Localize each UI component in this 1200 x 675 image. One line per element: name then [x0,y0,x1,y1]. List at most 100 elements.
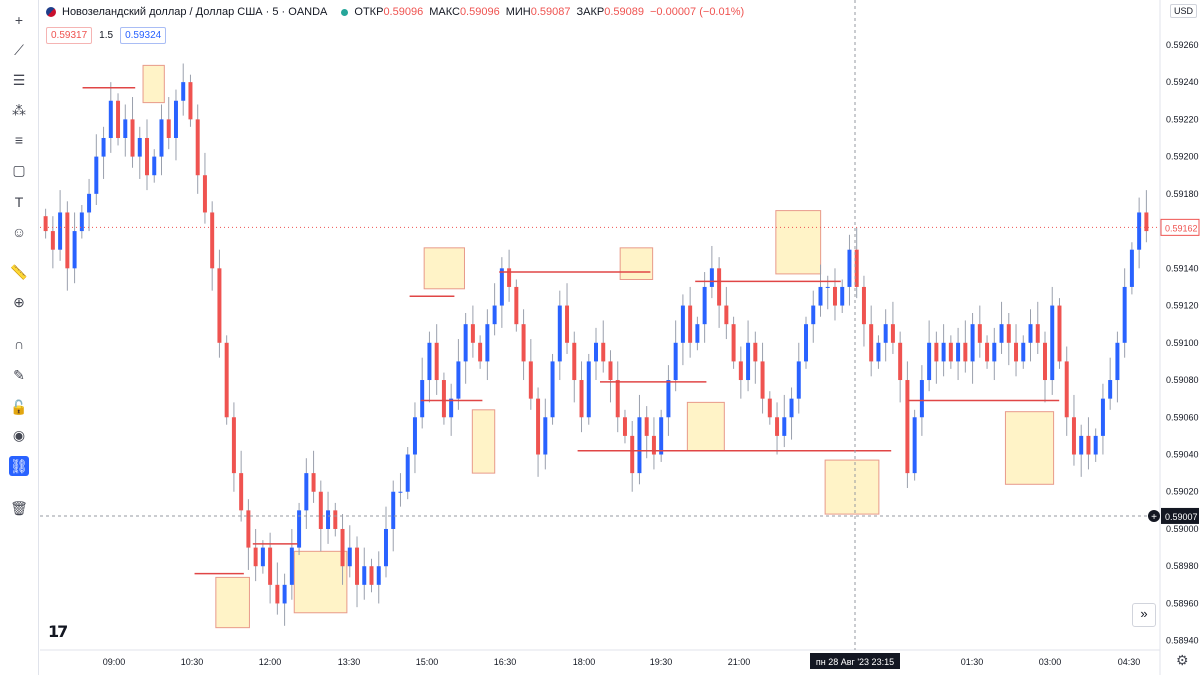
candle-body [651,435,656,455]
pattern-icon[interactable]: ⁂ [12,101,26,118]
candle-body [586,361,591,418]
candle-body [1122,286,1127,343]
candle-body [615,380,620,418]
crosshair-price-label: 0.59007 [1165,512,1198,522]
candle-body [934,342,939,362]
rectangle-icon[interactable]: ▢ [12,161,26,178]
candle-body [210,212,215,269]
candle-body [1115,342,1120,381]
currency-button[interactable]: USD [1170,4,1198,18]
crosshair-icon[interactable]: + [14,12,24,28]
trend-line-icon[interactable]: ⟋ [14,41,24,58]
candle-body [746,342,751,381]
buy-button[interactable]: 0.59324 [120,27,167,44]
candle-body [405,454,410,492]
candle-body [1100,398,1105,436]
emoji-icon[interactable]: ☺ [11,224,27,240]
candle-body [912,417,917,474]
current-price-box [1160,218,1200,236]
price-tick-label: 0.59180 [1166,189,1199,199]
drawing-toolbar: + ⟋ ☰ ⁂ ≡ ▢ T ☺ 📏 ⊕ ∩ ✎ 🔓 ◉ ⛓ 🗑 [0,0,39,675]
candle-body [304,473,309,511]
price-tick-label: 0.59260 [1166,40,1199,50]
candle-body [1057,305,1062,362]
candle-body [847,249,852,287]
high-label: МАКС [429,6,460,18]
brush-icon[interactable]: ✎ [13,366,25,383]
sell-button[interactable]: 0.59317 [46,27,93,44]
candle-body [1028,324,1033,343]
candle-body [239,473,244,511]
scroll-to-realtime-button[interactable]: » [1132,603,1156,627]
close-label: ЗАКР [576,6,605,18]
candle-body [963,342,968,362]
time-tick-label: 21:00 [728,657,751,667]
candle-body [166,119,171,138]
crosshair-time-label: пн 28 Авг '23 23:15 [816,657,894,667]
candle-body [224,342,229,418]
candle-body [1043,342,1047,381]
time-tick-label: 13:30 [338,657,361,667]
candle-body [731,324,736,362]
candle-body [702,286,707,325]
price-tick-label: 0.59080 [1166,375,1199,385]
candle-body [507,268,512,287]
time-tick-label: 18:00 [573,657,596,667]
price-tick-label: 0.58960 [1166,598,1199,608]
candle-body [478,342,483,362]
candle-body [804,324,809,362]
eye-icon[interactable]: ◉ [12,426,26,443]
candle-body [1014,342,1019,362]
gear-icon[interactable]: ⚙ [1176,652,1189,668]
ruler-icon[interactable]: 📏 [10,263,28,280]
time-tick-label: 10:30 [181,657,204,667]
candle-body [992,342,997,362]
candle-body [369,566,374,585]
highlight-zone [293,550,348,614]
candle-body [782,417,787,436]
time-tick-label: 16:30 [494,657,517,667]
candle-body [1137,212,1142,250]
horizontal-lines-icon[interactable]: ☰ [12,71,26,88]
candle-body [1035,324,1040,343]
candle-body [927,342,932,381]
highlight-zone [619,247,654,280]
symbol-title[interactable]: Новозеландский доллар / Доллар США · 5 ·… [62,6,328,18]
candle-body [528,361,533,399]
candle-body [434,342,439,381]
low-label: МИН [505,6,531,18]
price-tick-label: 0.59120 [1166,301,1199,311]
low-value: 0.59087 [530,6,571,18]
candle-body [572,342,577,381]
candle-body [101,137,106,157]
candle-body [449,398,454,418]
trash-icon[interactable]: 🗑 [10,499,28,516]
fib-icon[interactable]: ≡ [14,132,24,148]
highlight-zone [824,459,880,515]
candle-body [268,547,273,585]
price-tick-label: 0.59060 [1166,412,1199,422]
time-tick-label: 09:00 [103,657,126,667]
candle-body [441,380,446,418]
candle-body [152,156,157,176]
candle-body [1079,435,1084,455]
zoom-icon[interactable]: ⊕ [13,293,25,310]
magnet-icon[interactable]: ∩ [13,336,25,352]
candle-body [260,547,265,567]
candle-body [796,361,801,399]
text-icon[interactable]: T [14,194,24,210]
candle-body [195,119,200,176]
candle-body [644,417,649,436]
candle-body [87,193,92,213]
link-icon[interactable]: ⛓ [9,456,29,476]
candle-body [499,268,504,306]
candle-body [775,417,780,436]
price-tick-label: 0.59040 [1166,450,1199,460]
candle-body [883,324,888,343]
candle-body [898,342,903,381]
highlight-zone [423,247,465,290]
crosshair-time-box [810,653,900,669]
lock-icon[interactable]: 🔓 [10,398,28,415]
market-status-icon [341,8,349,16]
